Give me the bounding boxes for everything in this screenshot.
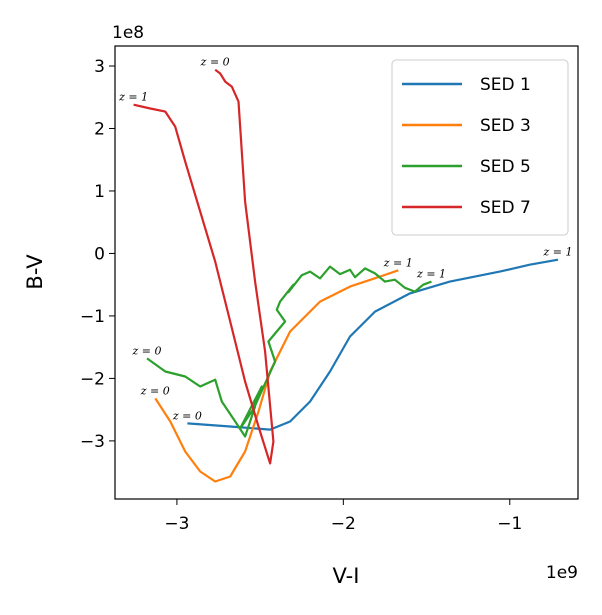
start-annotation: z = 0 <box>172 409 202 422</box>
legend-label: SED 7 <box>480 198 531 218</box>
legend-label: SED 5 <box>480 157 531 177</box>
series-line <box>146 265 432 438</box>
end-annotation: z = 1 <box>416 268 446 281</box>
y-offset-text: 1e8 <box>112 23 144 43</box>
x-offset-text: 1e9 <box>546 563 578 583</box>
plot-frame <box>114 45 579 500</box>
y-tick-label: 2 <box>94 119 105 139</box>
start-annotation: z = 0 <box>140 384 170 397</box>
x-tick-label: −1 <box>497 514 522 534</box>
series-line <box>154 269 399 483</box>
legend-box <box>391 59 569 236</box>
legend-label: SED 3 <box>480 116 531 136</box>
y-tick-label: 3 <box>94 57 105 77</box>
end-annotation: z = 1 <box>543 246 573 259</box>
y-tick-label: −2 <box>80 369 105 389</box>
x-axis-label: V-I <box>333 564 360 588</box>
x-tick-label: −2 <box>331 514 356 534</box>
y-tick-label: −3 <box>80 432 105 452</box>
start-annotation: z = 0 <box>131 344 161 357</box>
legend-label: SED 1 <box>480 75 531 95</box>
y-tick-label: 0 <box>94 244 105 264</box>
y-tick-label: 1 <box>94 182 105 202</box>
series-line <box>187 258 559 431</box>
start-annotation: z = 1 <box>118 91 148 104</box>
y-axis-label: B-V <box>23 254 47 290</box>
end-annotation: z = 1 <box>383 256 413 269</box>
x-tick-label: −3 <box>164 514 189 534</box>
y-tick-label: −1 <box>80 307 105 327</box>
series-line <box>133 68 275 465</box>
end-annotation: z = 0 <box>200 56 230 69</box>
